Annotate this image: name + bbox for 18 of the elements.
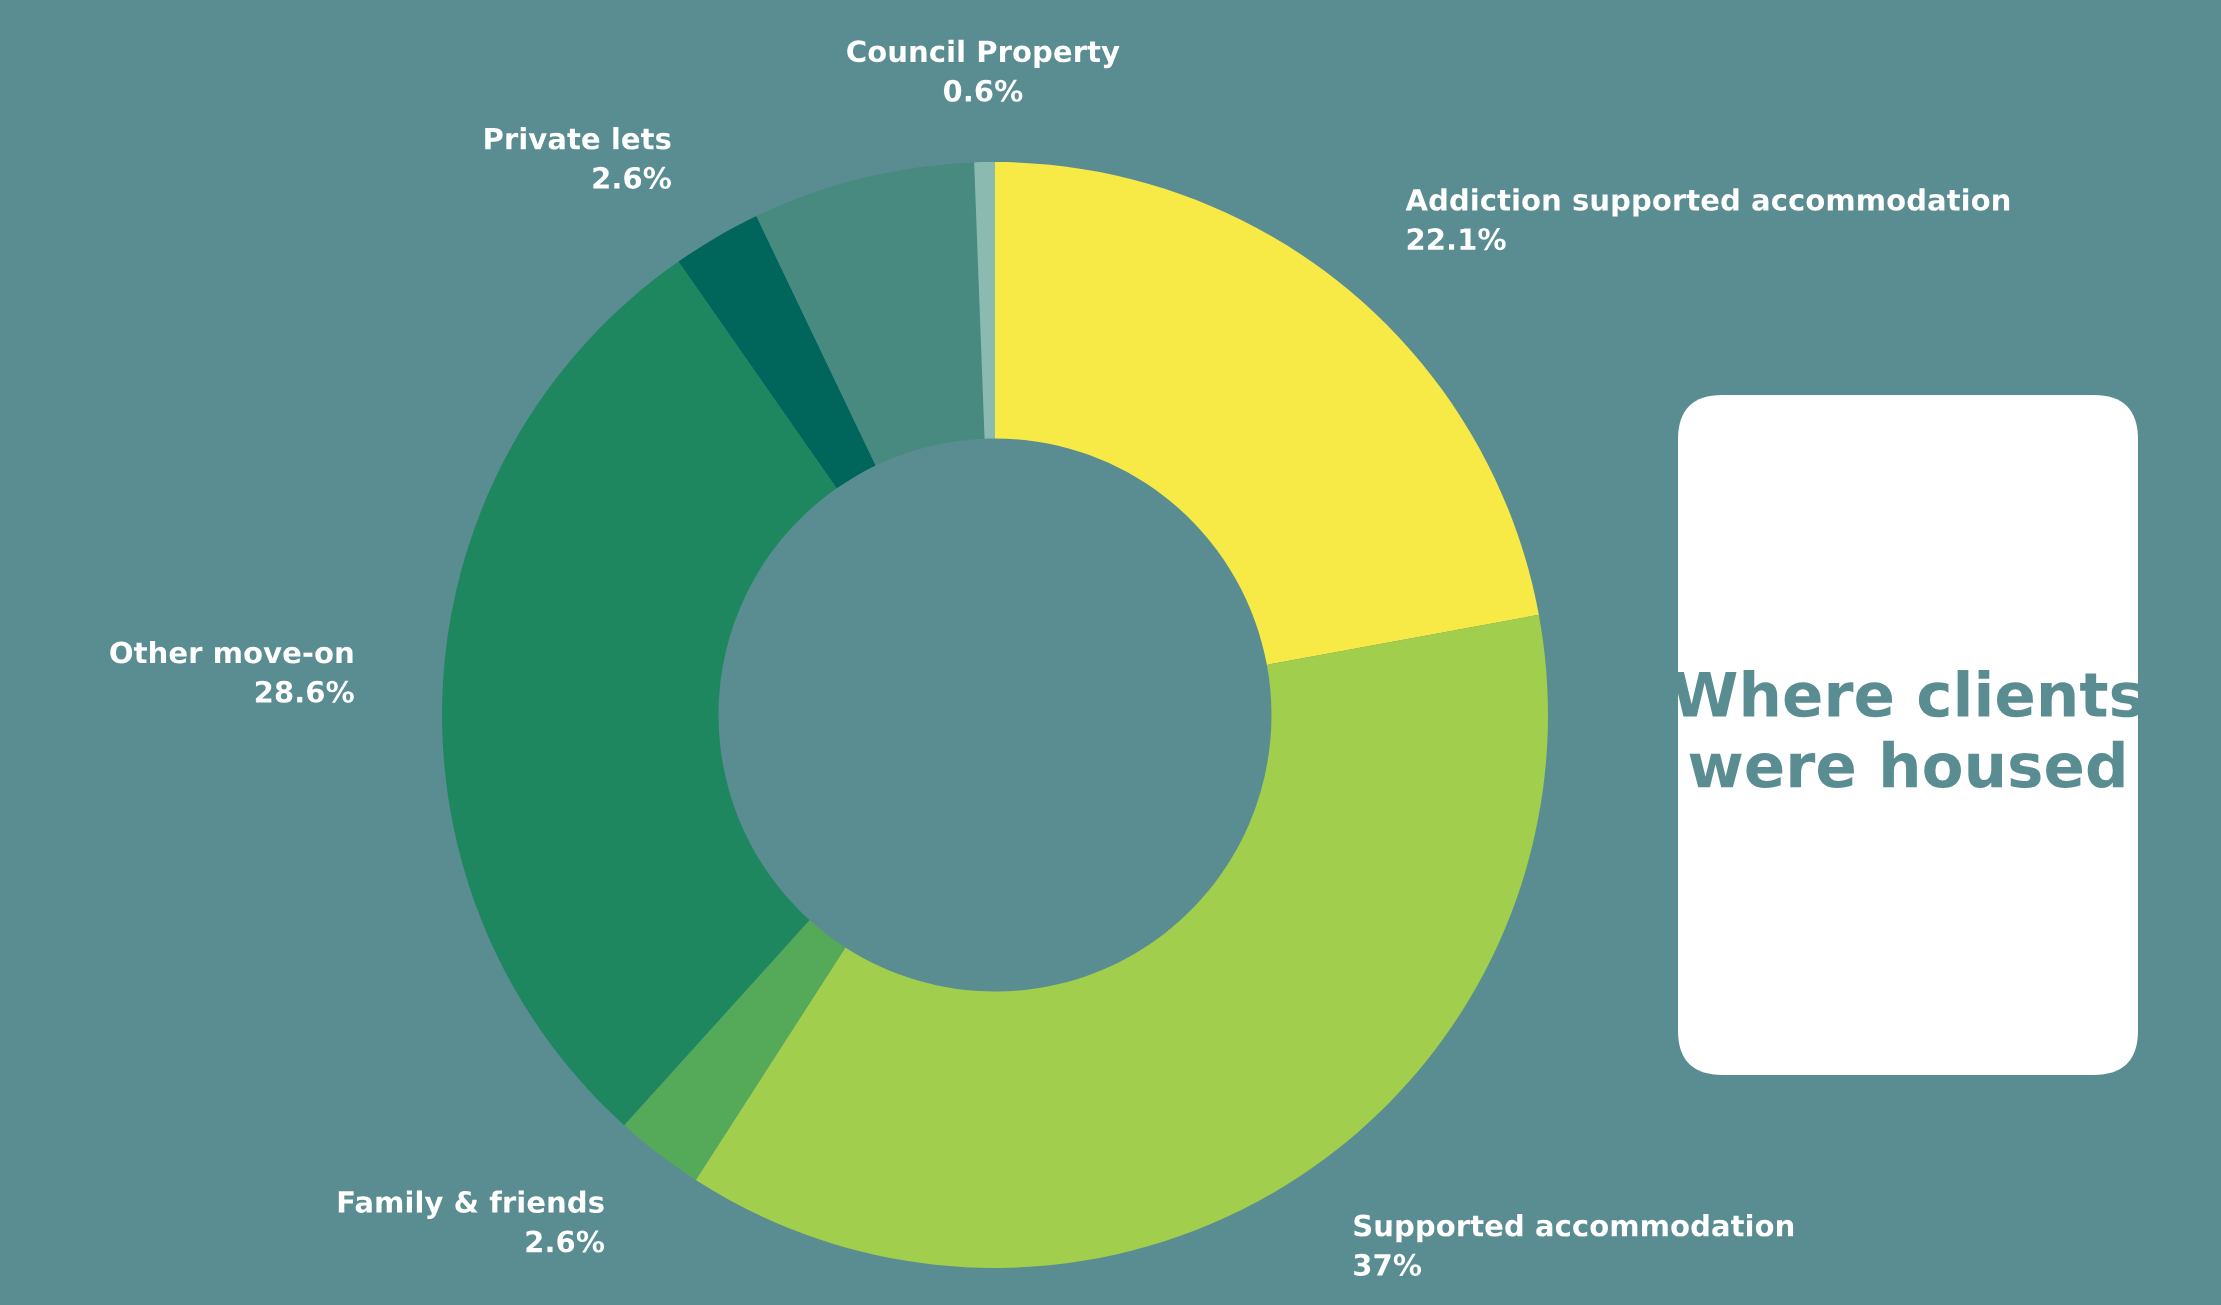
data-label: 2.6% — [593, 166, 672, 189]
slice-label: Private lets — [485, 127, 671, 150]
data-label: 22.1% — [1407, 228, 1506, 251]
data-label: 37% — [1354, 1253, 1422, 1276]
data-label: 2.6% — [526, 1230, 605, 1253]
donut-slice — [678, 216, 876, 489]
donut-slice — [974, 162, 995, 439]
data-label: 0.6% — [943, 79, 1023, 102]
slice-label: Family & friends — [338, 1190, 604, 1219]
slice-label: Other move-on — [110, 640, 353, 664]
donut-slice — [624, 920, 846, 1181]
donut-slice — [442, 261, 837, 1126]
text: Where clients were housed — [1672, 670, 2143, 789]
donut-slice — [756, 162, 985, 466]
slice-label: Supported accommodation — [1354, 1214, 1794, 1243]
slice-label: Council Property — [847, 39, 1120, 69]
data-label: 28.6% — [255, 680, 354, 703]
slice-label: Addiction supported accommodation — [1405, 188, 2010, 217]
